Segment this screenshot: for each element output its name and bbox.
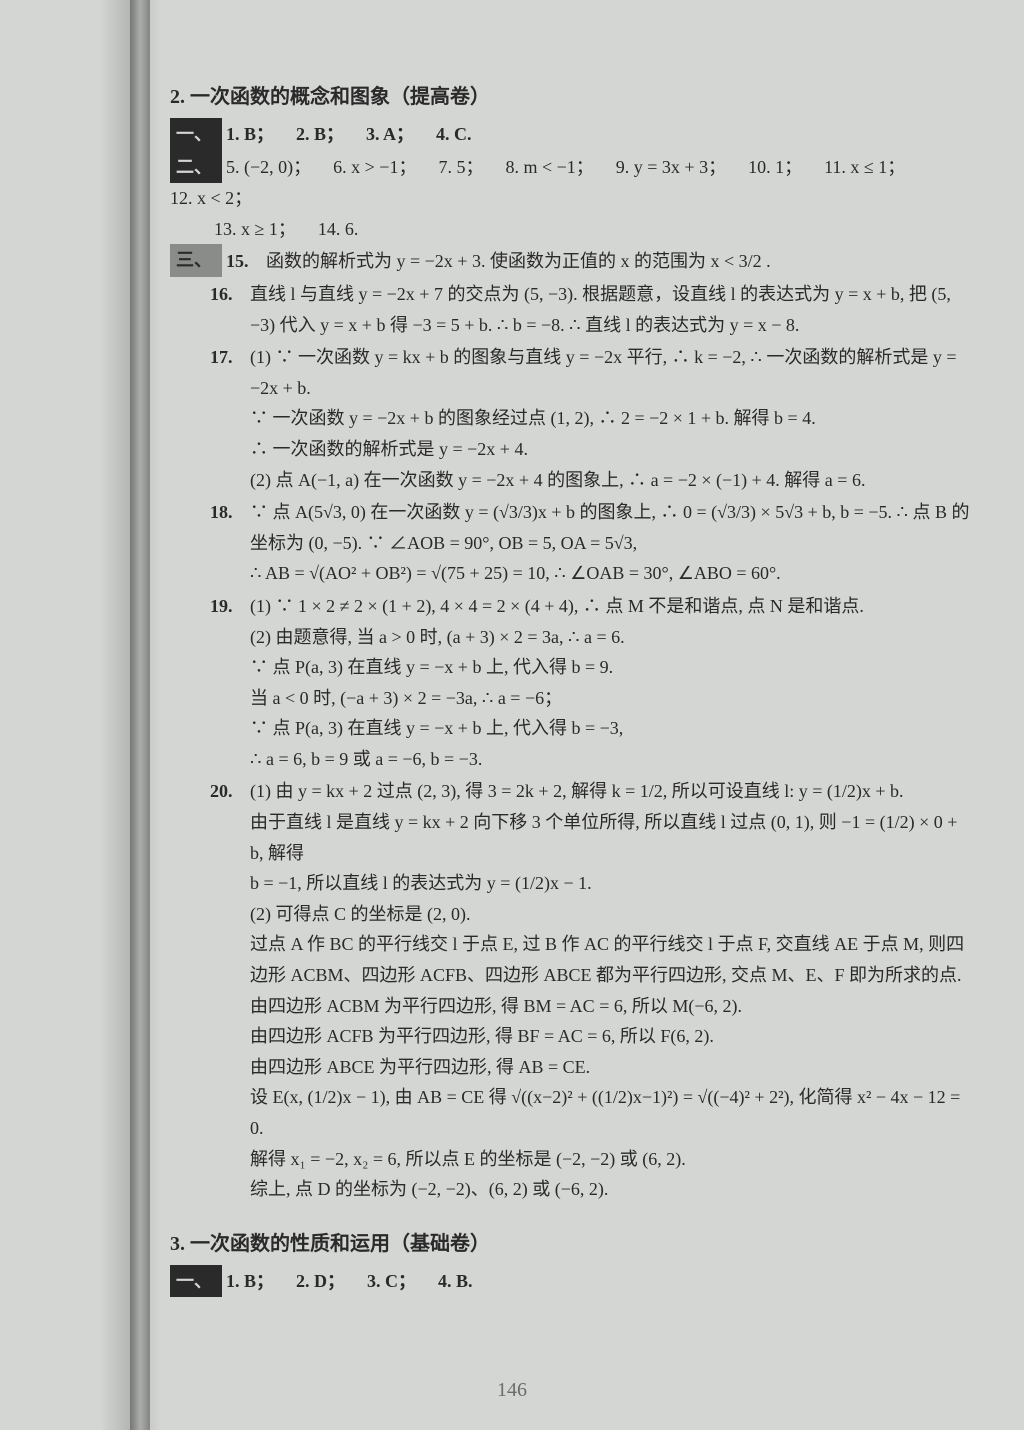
- p19-2e: ∴ a = 6, b = 9 或 a = −6, b = −3.: [250, 744, 974, 775]
- s2-answer-2: 2. D；: [296, 1266, 345, 1297]
- problem-15: 15. 函数的解析式为 y = −2x + 3. 使函数为正值的 x 的范围为 …: [226, 246, 974, 277]
- p18-2: ∴ AB = √(AO² + OB²) = √(75 + 25) = 10, ∴…: [250, 558, 974, 589]
- answer-11: 11. x ≤ 1；: [824, 152, 905, 183]
- s2-answer-3: 3. C；: [367, 1266, 416, 1297]
- p19-1: (1) ∵ 1 × 2 ≠ 2 × (1 + 2), 4 × 4 = 2 × (…: [250, 591, 974, 622]
- p19-2a: (2) 由题意得, 当 a > 0 时, (a + 3) × 2 = 3a, ∴…: [250, 622, 974, 653]
- answer-12: 12. x < 2；: [170, 183, 252, 214]
- problem-17: 17. (1) ∵ 一次函数 y = kx + b 的图象与直线 y = −2x…: [210, 342, 974, 495]
- p20-2g: 解得 x₁ = −2, x₂ = 6, 所以点 E 的坐标是 (−2, −2) …: [250, 1144, 974, 1175]
- p20-2b: 过点 A 作 BC 的平行线交 l 于点 E, 过 B 作 AC 的平行线交 l…: [250, 929, 974, 990]
- s2-answer-1: 1. B；: [226, 1266, 274, 1297]
- p20-1b: 由于直线 l 是直线 y = kx + 2 向下移 3 个单位所得, 所以直线 …: [250, 807, 974, 868]
- answer-13: 13. x ≥ 1；: [214, 214, 296, 245]
- answer-9: 9. y = 3x + 3；: [616, 152, 726, 183]
- section1-part2-row1: 二、 5. (−2, 0)； 6. x > −1； 7. 5； 8. m < −…: [170, 151, 974, 214]
- p15-text: 函数的解析式为 y = −2x + 3. 使函数为正值的 x 的范围为 x < …: [266, 246, 974, 277]
- problem-19: 19. (1) ∵ 1 × 2 ≠ 2 × (1 + 2), 4 × 4 = 2…: [210, 591, 974, 775]
- label-part1: 一、: [170, 118, 222, 151]
- answer-8: 8. m < −1；: [505, 152, 593, 183]
- p17-1b: ∵ 一次函数 y = −2x + b 的图象经过点 (1, 2), ∴ 2 = …: [250, 403, 974, 434]
- p20-2d: 由四边形 ACFB 为平行四边形, 得 BF = AC = 6, 所以 F(6,…: [250, 1021, 974, 1052]
- section-title-2: 3. 一次函数的性质和运用（基础卷）: [170, 1227, 974, 1261]
- p17-2: (2) 点 A(−1, a) 在一次函数 y = −2x + 4 的图象上, ∴…: [250, 465, 974, 496]
- answer-10: 10. 1；: [748, 152, 802, 183]
- problem-18: 18. ∵ 点 A(5√3, 0) 在一次函数 y = (√3/3)x + b …: [210, 497, 974, 589]
- label-part3: 三、: [170, 244, 222, 277]
- problem-16: 16. 直线 l 与直线 y = −2x + 7 的交点为 (5, −3). 根…: [210, 279, 974, 340]
- section1-part3: 三、 15. 函数的解析式为 y = −2x + 3. 使函数为正值的 x 的范…: [170, 244, 974, 277]
- section1-part1: 一、 1. B； 2. B； 3. A； 4. C.: [170, 118, 974, 151]
- answer-4: 4. C.: [436, 119, 472, 150]
- p20-2h: 综上, 点 D 的坐标为 (−2, −2)、(6, 2) 或 (−6, 2).: [250, 1174, 974, 1205]
- p20-2c: 由四边形 ACBM 为平行四边形, 得 BM = AC = 6, 所以 M(−6…: [250, 991, 974, 1022]
- p20-1a: (1) 由 y = kx + 2 过点 (2, 3), 得 3 = 2k + 2…: [250, 776, 974, 807]
- problem-20: 20. (1) 由 y = kx + 2 过点 (2, 3), 得 3 = 2k…: [210, 776, 974, 1204]
- p17-1c: ∴ 一次函数的解析式是 y = −2x + 4.: [250, 434, 974, 465]
- p18-1: ∵ 点 A(5√3, 0) 在一次函数 y = (√3/3)x + b 的图象上…: [250, 497, 974, 558]
- answer-7: 7. 5；: [438, 152, 483, 183]
- p20-2f: 设 E(x, (1/2)x − 1), 由 AB = CE 得 √((x−2)²…: [250, 1082, 974, 1143]
- answer-3: 3. A；: [366, 119, 414, 150]
- p16-text: 直线 l 与直线 y = −2x + 7 的交点为 (5, −3). 根据题意，…: [250, 279, 974, 340]
- answer-2: 2. B；: [296, 119, 344, 150]
- section2-part1: 一、 1. B； 2. D； 3. C； 4. B.: [170, 1265, 974, 1298]
- p20-2e: 由四边形 ABCE 为平行四边形, 得 AB = CE.: [250, 1052, 974, 1083]
- answer-5: 5. (−2, 0)；: [226, 152, 311, 183]
- label-part2: 二、: [170, 151, 222, 184]
- p20-1c: b = −1, 所以直线 l 的表达式为 y = (1/2)x − 1.: [250, 868, 974, 899]
- page-content: 2. 一次函数的概念和图象（提高卷） 一、 1. B； 2. B； 3. A； …: [70, 50, 994, 1390]
- s2-answer-4: 4. B.: [438, 1266, 473, 1297]
- p19-2b: ∵ 点 P(a, 3) 在直线 y = −x + b 上, 代入得 b = 9.: [250, 652, 974, 683]
- section1-part2-row2: 13. x ≥ 1； 14. 6.: [214, 214, 974, 245]
- p20-2a: (2) 可得点 C 的坐标是 (2, 0).: [250, 899, 974, 930]
- label-s2-part1: 一、: [170, 1265, 222, 1298]
- p19-2d: ∵ 点 P(a, 3) 在直线 y = −x + b 上, 代入得 b = −3…: [250, 713, 974, 744]
- answer-14: 14. 6.: [318, 214, 359, 245]
- answer-1: 1. B；: [226, 119, 274, 150]
- section-title-1: 2. 一次函数的概念和图象（提高卷）: [170, 80, 974, 114]
- answer-6: 6. x > −1；: [333, 152, 416, 183]
- p17-1a: (1) ∵ 一次函数 y = kx + b 的图象与直线 y = −2x 平行,…: [250, 342, 974, 403]
- p19-2c: 当 a < 0 时, (−a + 3) × 2 = −3a, ∴ a = −6；: [250, 683, 974, 714]
